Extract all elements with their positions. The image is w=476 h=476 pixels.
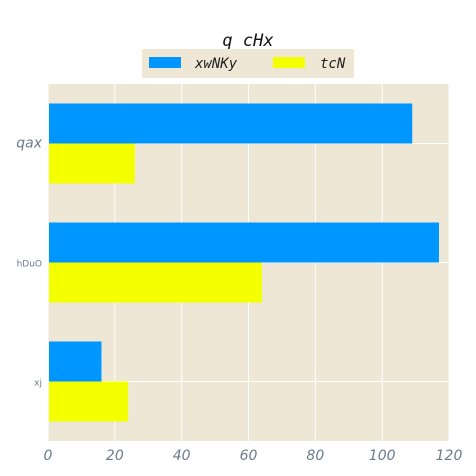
x-tick-label: 80	[306, 448, 324, 464]
x-axis: 0 20 40 60 80 100 120	[44, 448, 463, 464]
bar-xwNKy-qax	[49, 103, 413, 144]
legend-box	[142, 49, 354, 78]
x-tick-label: 0	[44, 448, 53, 464]
bars	[49, 103, 439, 422]
x-tick-label: 120	[436, 448, 463, 464]
bar-tcN-qax	[49, 143, 135, 184]
bar-xwNKy-xj	[49, 341, 102, 382]
x-tick-label: 40	[173, 448, 191, 464]
bar-tcN-hDuO	[49, 262, 262, 303]
y-axis: qax hDuO xj	[16, 136, 42, 389]
chart-title: q cHx	[222, 31, 274, 51]
y-tick-label: qax	[16, 136, 42, 152]
legend-swatch-tcN	[273, 57, 305, 68]
y-tick-label: xj	[34, 379, 42, 389]
bar-tcN-xj	[49, 381, 129, 422]
legend: xwNKy tcN	[142, 49, 354, 78]
legend-label-tcN: tcN	[320, 56, 346, 72]
legend-swatch-xwNKy	[149, 57, 181, 68]
y-tick-label: hDuO	[17, 260, 42, 270]
x-tick-label: 60	[240, 448, 258, 464]
x-tick-label: 20	[106, 448, 124, 464]
bar-xwNKy-hDuO	[49, 222, 439, 263]
x-tick-label: 100	[369, 448, 396, 464]
legend-label-xwNKy: xwNKy	[194, 56, 238, 72]
